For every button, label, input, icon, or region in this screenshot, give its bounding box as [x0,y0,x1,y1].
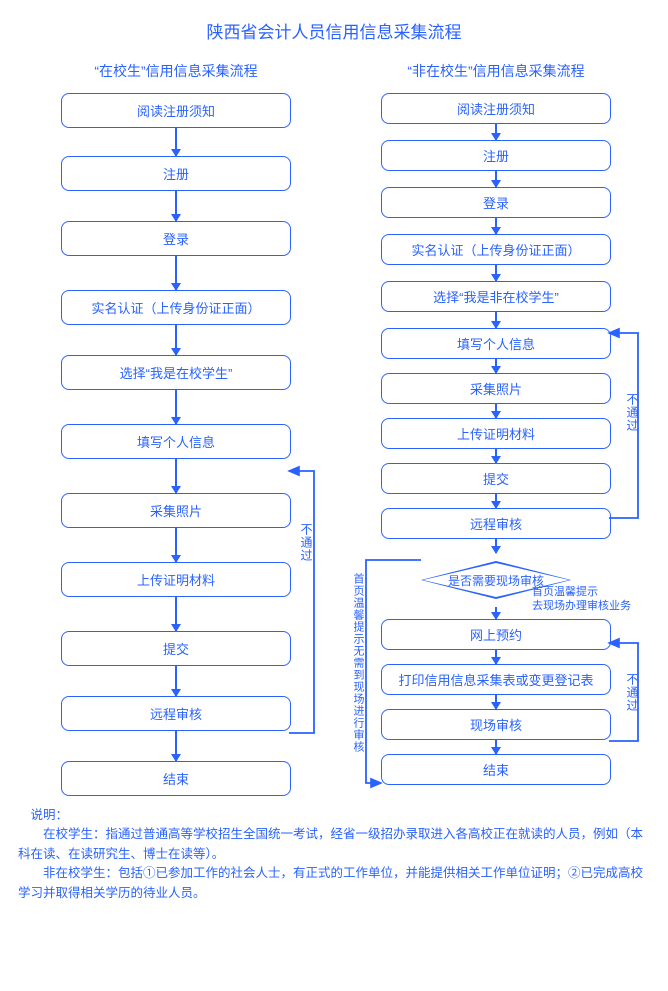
right-node-submit: 提交 [381,463,611,494]
arrow-icon [495,265,497,281]
right-flow-body: 阅读注册须知 注册 登录 实名认证（上传身份证正面） 选择“我是非在校学生” 填… [346,93,646,785]
right-left-note: 首页温馨提示无需到现场进行审核 [350,573,366,753]
arrow-icon [495,312,497,328]
arrow-icon [495,650,497,664]
arrow-icon [175,256,177,290]
left-node-submit: 提交 [61,631,291,666]
right-flow: “非在校生”信用信息采集流程 阅读注册须知 注册 登录 实名认证（上传身份证正面… [346,61,646,785]
arrow-icon [495,740,497,754]
arrow-icon [495,449,497,463]
arrow-icon [495,404,497,418]
left-loop-label: 不通过 [298,523,315,562]
right-node-select: 选择“我是非在校学生” [381,281,611,312]
arrow-icon [175,390,177,424]
arrow-icon [495,539,497,553]
left-flow-body: 阅读注册须知 注册 登录 实名认证（上传身份证正面） 选择“我是在校学生” 填写… [26,93,326,796]
right-node-print: 打印信用信息采集表或变更登记表 [381,664,611,695]
notes-p2: 非在校学生：包括①已参加工作的社会人士，有正式的工作单位，并能提供相关工作单位证… [18,864,650,903]
left-node-fill: 填写个人信息 [61,424,291,459]
notes: 说明： 在校学生：指通过普通高等学校招生全国统一考试，经省一级招办录取进入各高校… [10,806,658,903]
arrow-icon [495,494,497,508]
right-node-fill: 填写个人信息 [381,328,611,359]
right-node-realname: 实名认证（上传身份证正面） [381,234,611,265]
arrow-icon [495,359,497,373]
arrow-icon [175,731,177,761]
right-loop1-label: 不通过 [624,393,641,432]
left-node-read: 阅读注册须知 [61,93,291,128]
notes-head: 说明： [18,806,650,825]
page-title: 陕西省会计人员信用信息采集流程 [10,18,658,43]
arrow-icon [175,325,177,355]
left-node-register: 注册 [61,156,291,191]
left-node-end: 结束 [61,761,291,796]
right-node-upload: 上传证明材料 [381,418,611,449]
right-node-photo: 采集照片 [381,373,611,404]
right-node-remote: 远程审核 [381,508,611,539]
arrow-icon [495,607,497,619]
left-node-photo: 采集照片 [61,493,291,528]
arrow-icon [495,124,497,140]
columns: “在校生”信用信息采集流程 阅读注册须知 注册 登录 实名认证（上传身份证正面）… [10,61,658,796]
arrow-icon [175,666,177,696]
arrow-icon [495,171,497,187]
left-node-remote: 远程审核 [61,696,291,731]
right-node-register: 注册 [381,140,611,171]
right-node-onsite: 现场审核 [381,709,611,740]
arrow-icon [175,191,177,221]
arrow-icon [175,528,177,562]
left-flow: “在校生”信用信息采集流程 阅读注册须知 注册 登录 实名认证（上传身份证正面）… [26,61,326,796]
left-subtitle: “在校生”信用信息采集流程 [26,61,326,81]
right-subtitle: “非在校生”信用信息采集流程 [346,61,646,81]
notes-p1: 在校学生：指通过普通高等学校招生全国统一考试，经省一级招办录取进入各高校正在就读… [18,825,650,864]
right-node-reserve: 网上预约 [381,619,611,650]
arrow-icon [175,597,177,631]
left-node-select: 选择“我是在校学生” [61,355,291,390]
left-node-upload: 上传证明材料 [61,562,291,597]
left-node-realname: 实名认证（上传身份证正面） [61,290,291,325]
right-node-read: 阅读注册须知 [381,93,611,124]
left-node-login: 登录 [61,221,291,256]
right-right-note: 首页温馨提示 去现场办理审核业务 [532,585,631,614]
right-node-login: 登录 [381,187,611,218]
right-node-end: 结束 [381,754,611,785]
arrow-icon [495,218,497,234]
right-loop2-label: 不通过 [624,673,641,712]
arrow-icon [175,128,177,156]
arrow-icon [175,459,177,493]
arrow-icon [495,695,497,709]
